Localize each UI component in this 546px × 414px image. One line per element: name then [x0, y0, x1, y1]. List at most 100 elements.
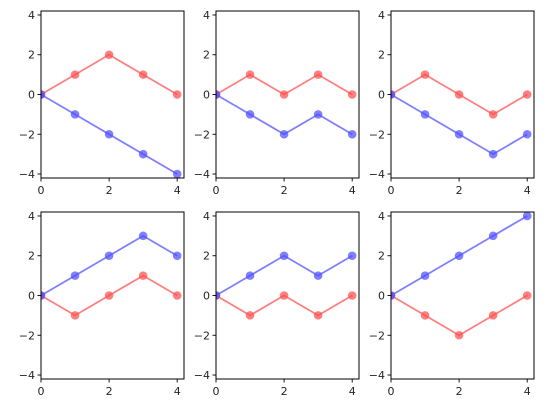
- y-tick-label: −4: [369, 168, 385, 181]
- data-point: [216, 291, 221, 300]
- data-point: [522, 212, 532, 221]
- data-point: [104, 251, 114, 261]
- data-point: [488, 149, 498, 159]
- data-point: [454, 129, 464, 139]
- y-tick-label: −2: [194, 329, 210, 342]
- y-tick-label: 4: [203, 9, 210, 22]
- x-tick-label: 2: [106, 385, 113, 398]
- data-point: [104, 291, 114, 300]
- data-point: [391, 291, 396, 300]
- x-tick-label: 0: [38, 385, 45, 398]
- data-point: [70, 311, 80, 320]
- series-2: [391, 212, 532, 300]
- y-tick-label: 2: [28, 49, 35, 62]
- data-point: [347, 90, 357, 99]
- y-tick-label: −2: [19, 128, 35, 141]
- data-point: [104, 50, 114, 60]
- series-1: [41, 271, 182, 320]
- data-point: [454, 251, 464, 261]
- y-tick-label: −4: [194, 369, 210, 382]
- series-2: [391, 90, 532, 159]
- data-point: [347, 251, 357, 261]
- data-point: [420, 311, 430, 320]
- data-point: [420, 70, 430, 79]
- data-point: [313, 110, 323, 119]
- data-point: [41, 90, 46, 99]
- data-point: [488, 311, 498, 320]
- y-tick-label: 2: [28, 250, 35, 263]
- data-point: [454, 330, 464, 340]
- data-point: [138, 231, 148, 241]
- series-2: [41, 231, 182, 300]
- y-tick-label: −2: [369, 128, 385, 141]
- data-point: [313, 271, 323, 280]
- y-tick-label: 4: [378, 9, 385, 22]
- series-line: [216, 254, 353, 297]
- data-point: [172, 169, 182, 178]
- data-point: [70, 110, 80, 119]
- data-point: [279, 251, 289, 261]
- x-tick-label: 4: [524, 184, 531, 197]
- data-point: [138, 149, 148, 159]
- data-point: [104, 129, 114, 139]
- x-tick-label: 0: [213, 385, 220, 398]
- series-line: [391, 93, 528, 156]
- data-point: [488, 110, 498, 119]
- data-point: [488, 231, 498, 241]
- x-tick-label: 2: [281, 184, 288, 197]
- series-line: [216, 93, 353, 136]
- y-tick-label: 4: [203, 210, 210, 223]
- x-tick-label: 4: [349, 184, 356, 197]
- subplot-6: 0 2 4 4 2 0 −2 −4: [369, 210, 535, 398]
- y-tick-label: −4: [369, 369, 385, 382]
- data-point: [245, 311, 255, 320]
- y-tick-label: 2: [203, 49, 210, 62]
- data-point: [522, 291, 532, 300]
- series-1: [216, 291, 357, 320]
- x-tick-label: 2: [456, 385, 463, 398]
- data-point: [391, 90, 396, 99]
- subplot-3: 0 2 4 4 2 0 −2 −4: [369, 9, 535, 197]
- data-point: [245, 271, 255, 280]
- data-point: [70, 70, 80, 79]
- axes-frame: [40, 10, 185, 179]
- series-2: [216, 90, 357, 139]
- series-line: [41, 53, 178, 96]
- y-tick-label: −2: [194, 128, 210, 141]
- x-tick-label: 0: [38, 184, 45, 197]
- y-tick-label: −4: [19, 369, 35, 382]
- data-point: [279, 90, 289, 99]
- y-tick-label: 0: [28, 290, 35, 303]
- series-1: [391, 291, 532, 340]
- data-point: [216, 90, 221, 99]
- x-tick-label: 4: [174, 184, 181, 197]
- data-point: [172, 291, 182, 300]
- x-tick-label: 2: [281, 385, 288, 398]
- x-tick-label: 2: [106, 184, 113, 197]
- subplot-5: 0 2 4 4 2 0 −2 −4: [194, 210, 360, 398]
- data-point: [313, 311, 323, 320]
- data-point: [245, 70, 255, 79]
- data-point: [279, 129, 289, 139]
- series-line: [41, 234, 178, 297]
- data-point: [420, 110, 430, 119]
- y-tick-label: 4: [28, 9, 35, 22]
- y-tick-label: 0: [203, 89, 210, 102]
- series-1: [216, 70, 357, 99]
- y-tick-label: −4: [194, 168, 210, 181]
- data-point: [347, 291, 357, 300]
- x-tick-label: 0: [213, 184, 220, 197]
- data-point: [172, 251, 182, 261]
- data-point: [454, 90, 464, 99]
- data-point: [347, 129, 357, 139]
- y-tick-label: 0: [378, 290, 385, 303]
- y-tick-label: 4: [378, 210, 385, 223]
- data-point: [41, 291, 46, 300]
- data-point: [245, 110, 255, 119]
- data-point: [522, 129, 532, 139]
- series-2: [216, 251, 357, 300]
- series-1: [391, 70, 532, 119]
- y-tick-label: 4: [28, 210, 35, 223]
- y-tick-label: −4: [19, 168, 35, 181]
- y-tick-label: 2: [203, 250, 210, 263]
